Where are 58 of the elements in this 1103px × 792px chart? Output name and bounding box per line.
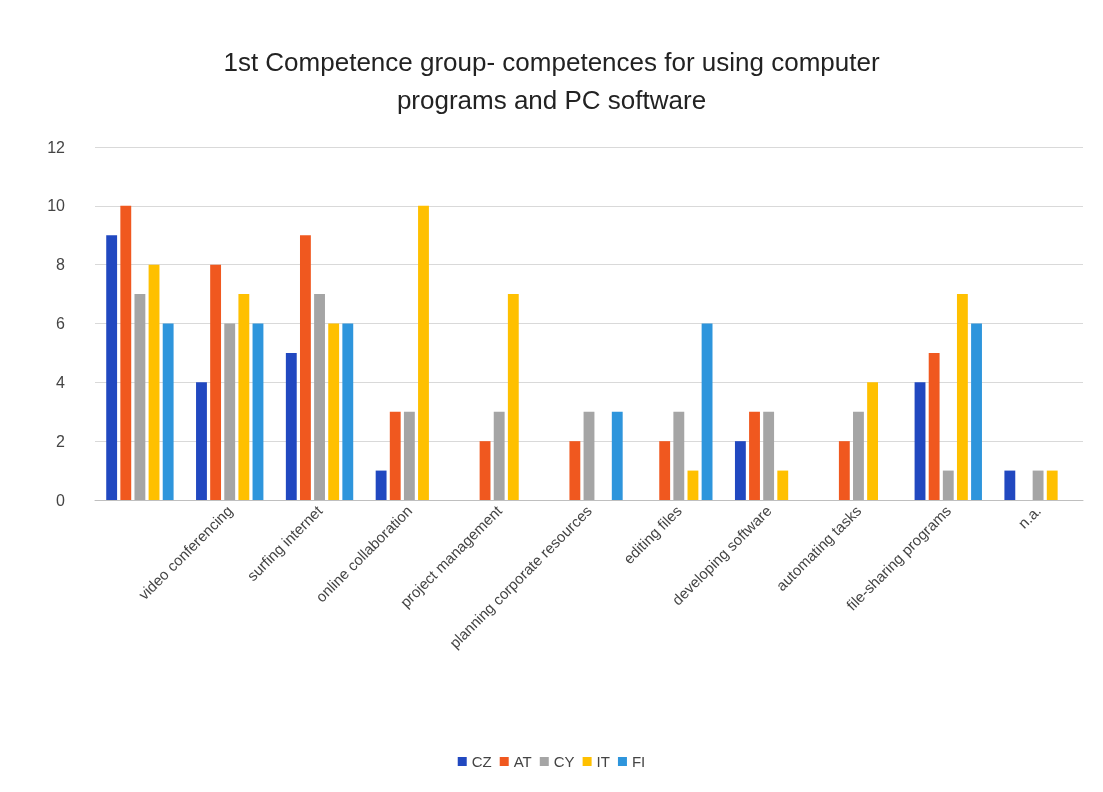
- bar: [493, 411, 505, 500]
- x-tick-label: n.a.: [1014, 501, 1045, 532]
- bar: [749, 411, 760, 500]
- y-tick-label: 6: [56, 315, 66, 332]
- bar: [479, 441, 491, 500]
- bar: [611, 411, 623, 500]
- bar: [838, 441, 850, 500]
- bar: [106, 235, 118, 500]
- bar: [375, 470, 387, 500]
- bar: [342, 323, 354, 500]
- bar: [673, 411, 685, 500]
- bar: [314, 294, 325, 500]
- bar: [210, 264, 222, 500]
- bar: [867, 382, 879, 500]
- y-tick-label: 0: [56, 491, 66, 509]
- bar: [1004, 470, 1016, 500]
- bar: [389, 411, 401, 500]
- y-tick-label: 12: [47, 138, 66, 156]
- bar: [956, 294, 968, 500]
- bar: [928, 352, 940, 500]
- bar: [120, 205, 132, 500]
- bar: [224, 323, 236, 500]
- bar: [734, 441, 746, 500]
- bar: [777, 470, 789, 500]
- legend-label: CZ: [471, 753, 492, 770]
- legend-label: IT: [596, 753, 610, 770]
- bar: [687, 470, 699, 500]
- y-tick-label: 4: [56, 373, 66, 391]
- bar: [763, 411, 775, 500]
- bar: [134, 294, 146, 500]
- bar: [238, 294, 250, 500]
- bar: [583, 411, 595, 500]
- legend-label: CY: [553, 753, 575, 770]
- bar: [914, 382, 926, 500]
- bar: [285, 352, 297, 500]
- bar: [148, 264, 160, 500]
- bar: [507, 294, 519, 500]
- bar: [853, 411, 864, 500]
- bar: [418, 205, 429, 500]
- bar: [162, 323, 174, 500]
- bar: [1046, 470, 1058, 500]
- bar: [196, 382, 207, 500]
- y-tick-label: 10: [47, 197, 66, 215]
- bar: [659, 441, 671, 500]
- bar: [252, 323, 264, 500]
- legend-label: FI: [631, 753, 646, 770]
- bar: [1032, 470, 1044, 500]
- y-tick-label: 8: [56, 256, 66, 274]
- bar: [942, 470, 954, 500]
- bar: [403, 411, 415, 500]
- legend-label: AT: [513, 753, 532, 770]
- bar: [701, 323, 713, 500]
- bar: [299, 235, 311, 500]
- bar: [971, 323, 982, 500]
- chart-title: 1st Competence group- competences for using computer programs and PC software: [223, 47, 880, 115]
- y-tick-label: 2: [56, 432, 66, 450]
- bar: [328, 323, 340, 500]
- bar: [569, 441, 581, 500]
